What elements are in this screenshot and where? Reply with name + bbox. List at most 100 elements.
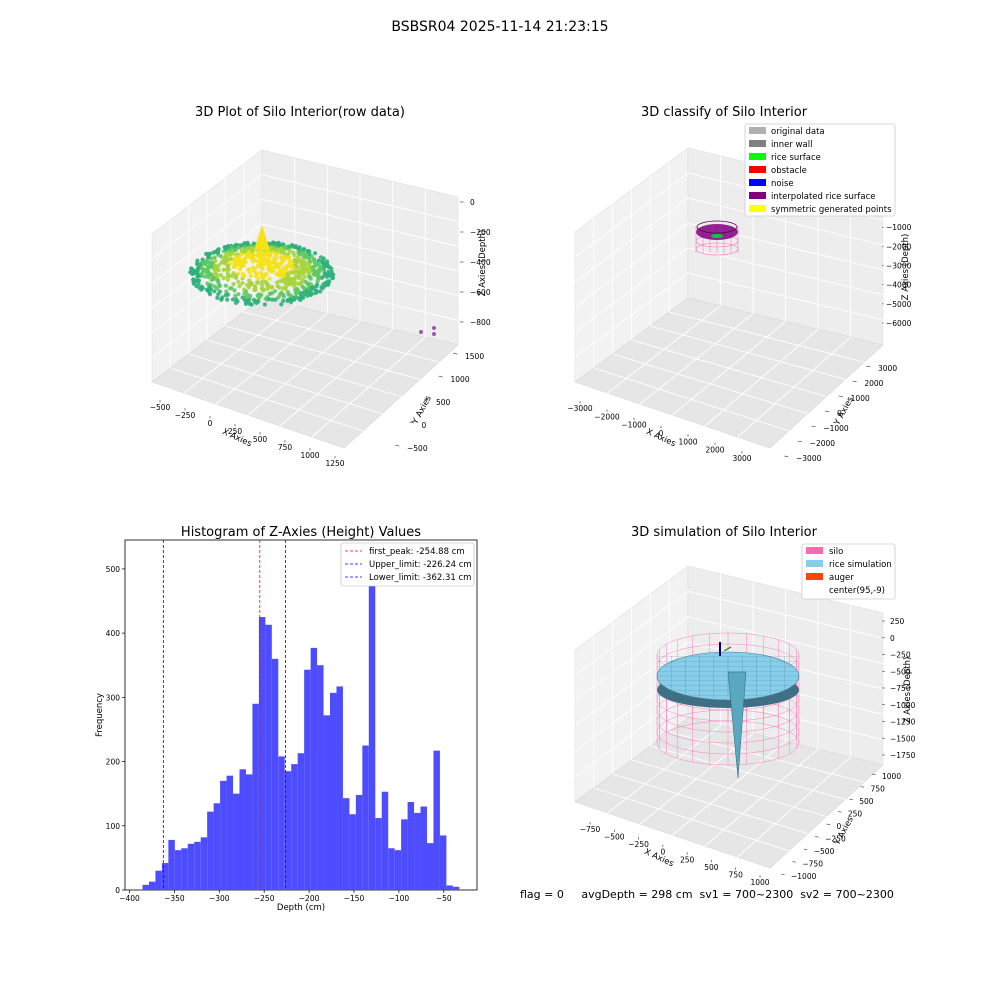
raw-data-point [233, 300, 238, 305]
legend-box [340, 542, 475, 587]
zticks-tick-label: −4000 [886, 281, 912, 290]
raw-data-point [228, 286, 233, 291]
legend-label: silo [829, 547, 843, 557]
raw-data-point [279, 246, 284, 251]
raw-data-point [231, 271, 236, 276]
yticks-tick-mark [780, 873, 785, 875]
raw-data-point [292, 253, 297, 258]
yticks-tick-label: −500 [814, 847, 835, 856]
simulation-plot-title: 3D simulation of Silo Interior [631, 525, 818, 540]
raw-data-point [242, 297, 247, 303]
raw-data-point [318, 255, 324, 260]
yticks-tick-label: 0 [422, 421, 427, 430]
yticks-tick-label: 500 [859, 797, 874, 806]
raw-data-point [254, 272, 259, 277]
yticks-tick-mark [871, 773, 876, 775]
legend-label: center(95,-9) [829, 586, 885, 596]
raw-data-point [307, 262, 312, 268]
raw-data-point [223, 293, 228, 298]
raw-data-point [285, 298, 290, 303]
raw-data-point [248, 280, 253, 285]
simulation-plot-legend: silo rice simulation auger center(95,-9) [801, 543, 896, 600]
raw-data-point [278, 250, 284, 255]
xticks-tick-label: 1000 [750, 878, 769, 887]
x-tick-label: −200 [299, 894, 320, 903]
raw-data-point [231, 282, 236, 287]
y-tick-label: 500 [106, 565, 121, 574]
xticks-tick-label: 0 [659, 429, 664, 438]
legend-swatch [806, 547, 823, 554]
yticks-tick-mark [849, 798, 853, 800]
xticks-tick-label: 2000 [705, 446, 724, 455]
xticks-tick-label: 1000 [300, 451, 319, 460]
raw-data-point [306, 266, 311, 271]
histogram-bar [426, 843, 434, 890]
xticks-tick-label: −500 [604, 833, 625, 842]
histogram-bar [194, 841, 201, 890]
yticks-tick-mark [797, 440, 802, 442]
raw-data-point [225, 274, 230, 279]
yticks-tick-label: −1000 [823, 424, 849, 433]
raw-data-point [240, 281, 245, 286]
raw-plot-axes-box [151, 149, 459, 449]
raw-data-point [305, 289, 310, 294]
xticks-tick-label: −500 [150, 403, 171, 412]
histogram-bar [233, 793, 240, 890]
histogram-bar [200, 837, 208, 890]
raw-data-point [292, 284, 297, 289]
raw-data-point [326, 282, 331, 287]
histogram-bar [388, 848, 395, 890]
legend-label: interpolated rice surface [771, 192, 876, 202]
raw-data-point [287, 282, 292, 287]
raw-data-point [321, 282, 326, 287]
zticks-tick-label: −6000 [886, 319, 912, 328]
histogram-bars [142, 557, 460, 890]
histogram-xlabel: Depth (cm) [277, 903, 325, 913]
outlier-point [432, 326, 436, 330]
raw-data-point [311, 257, 317, 262]
histogram-bar [336, 686, 343, 890]
raw-data-point [308, 276, 313, 281]
raw-data-point [327, 279, 332, 284]
histogram-bar [446, 885, 453, 890]
yticks-tick-mark [792, 861, 796, 863]
raw-data-point [306, 281, 311, 286]
histogram-bar [304, 669, 311, 890]
histogram-bar [245, 774, 253, 890]
raw-data-point [225, 277, 230, 282]
zticks-tick-label: −5000 [886, 300, 912, 309]
raw-data-point [275, 247, 280, 252]
raw-data-point [194, 283, 199, 289]
raw-data-point [215, 295, 220, 300]
raw-data-point [266, 257, 271, 262]
yticks-tick-mark [815, 836, 819, 838]
raw-data-point [236, 279, 241, 284]
raw-data-point [260, 253, 266, 258]
histogram-bar [155, 870, 162, 890]
histogram-ylabel: Frequency [95, 693, 105, 737]
raw-data-point [314, 284, 319, 289]
raw-data-point [201, 267, 206, 272]
raw-data-point [281, 298, 286, 303]
raw-data-point [249, 302, 254, 307]
histogram-bar [375, 818, 382, 890]
raw-data-point [253, 287, 258, 292]
legend-label: inner wall [771, 140, 812, 150]
raw-data-point [258, 255, 263, 260]
raw-data-point [191, 277, 196, 282]
yticks-tick-label: −250 [825, 835, 846, 844]
histogram-bar [342, 798, 350, 890]
raw-data-point [233, 293, 238, 298]
xticks-tick-label: 3000 [732, 454, 751, 463]
raw-plot-points [188, 225, 436, 336]
classify-plot-legend: original data inner wall rice surface obsta… [744, 123, 896, 217]
raw-data-point [221, 276, 226, 281]
legend-swatch [806, 560, 823, 567]
histogram-bar [349, 814, 356, 890]
raw-data-point [221, 256, 226, 261]
raw-data-3d-plot: 3D Plot of Silo Interior(row data) −500−… [150, 105, 491, 468]
xticks-tick-label: −2000 [594, 412, 620, 421]
figure-title: BSBSR04 2025-11-14 21:23:15 [391, 19, 608, 35]
yticks-tick-label: 2000 [864, 379, 883, 388]
xticks-tick-label: 0 [208, 419, 213, 428]
